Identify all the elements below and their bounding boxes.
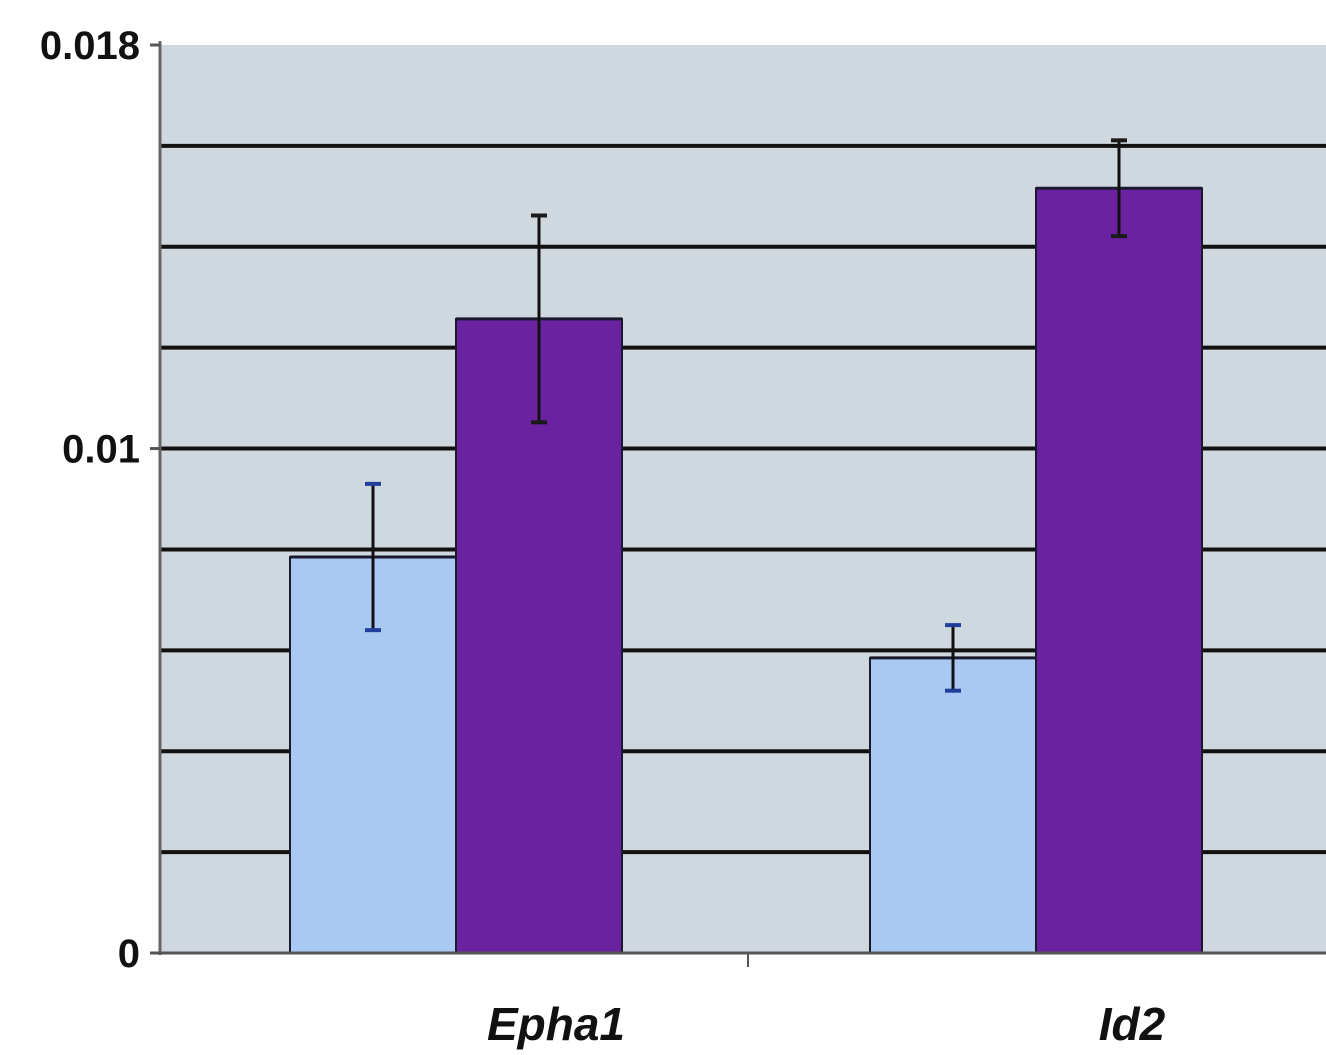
error-bar-id2-series-2: [1111, 138, 1127, 239]
axes: [150, 41, 1326, 967]
y-tick-label-0: 0: [118, 932, 140, 976]
error-bar-epha1-series-2: [531, 213, 547, 425]
bar-id2-series-2: [1035, 187, 1203, 955]
tick-labels: 0 0.01 0.018 Epha1 Id2: [40, 24, 1166, 1050]
error-bar-id2-series-1: [945, 623, 961, 693]
y-tick-label-2: 0.018: [40, 24, 140, 68]
y-tick-label-1: 0.01: [62, 428, 140, 472]
bar-epha1-series-2: [455, 317, 623, 954]
bar-id2-series-1: [869, 656, 1037, 955]
error-bar-epha1-series-1: [365, 481, 381, 633]
x-tick-label-epha1: Epha1: [487, 998, 625, 1050]
error-bars: [365, 138, 1127, 693]
bars: [289, 186, 1203, 955]
x-tick-label-id2: Id2: [1099, 998, 1166, 1050]
